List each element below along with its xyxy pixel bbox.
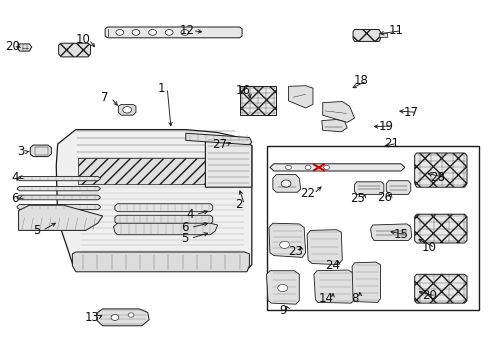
Polygon shape	[268, 223, 305, 257]
Polygon shape	[113, 223, 217, 235]
Polygon shape	[118, 104, 136, 115]
Text: 6: 6	[181, 221, 188, 234]
Text: 18: 18	[353, 75, 367, 87]
Polygon shape	[115, 215, 212, 224]
Text: 10: 10	[421, 241, 436, 254]
Text: 10: 10	[76, 33, 90, 46]
Circle shape	[165, 30, 173, 35]
Text: 20: 20	[421, 289, 436, 302]
Text: 6: 6	[11, 192, 19, 204]
Circle shape	[128, 313, 134, 317]
Circle shape	[116, 30, 123, 35]
Text: 22: 22	[300, 187, 315, 200]
Circle shape	[148, 30, 156, 35]
Text: 27: 27	[212, 138, 227, 151]
Text: 5: 5	[181, 232, 188, 245]
Polygon shape	[313, 270, 354, 303]
Circle shape	[279, 241, 289, 248]
Polygon shape	[414, 153, 466, 187]
Text: 8: 8	[350, 292, 358, 305]
Polygon shape	[370, 224, 411, 240]
Text: 21: 21	[383, 137, 398, 150]
Text: 15: 15	[393, 228, 407, 241]
Text: 9: 9	[278, 304, 286, 317]
Polygon shape	[352, 30, 380, 41]
Text: 1: 1	[157, 82, 165, 95]
Polygon shape	[322, 102, 354, 122]
Bar	[266, 146, 478, 310]
Polygon shape	[17, 186, 100, 191]
Polygon shape	[17, 176, 100, 181]
Polygon shape	[288, 86, 312, 108]
Circle shape	[181, 30, 188, 35]
Text: 24: 24	[325, 259, 339, 272]
Text: 13: 13	[84, 311, 99, 324]
Circle shape	[281, 180, 290, 187]
Polygon shape	[378, 33, 386, 37]
Polygon shape	[414, 274, 466, 303]
Text: 12: 12	[179, 24, 194, 37]
Text: 28: 28	[429, 171, 444, 184]
Circle shape	[285, 165, 291, 170]
Polygon shape	[78, 158, 244, 184]
Text: 7: 7	[101, 91, 109, 104]
Circle shape	[305, 165, 310, 170]
Circle shape	[323, 165, 329, 170]
Text: 4: 4	[11, 171, 19, 184]
Polygon shape	[351, 262, 380, 302]
Polygon shape	[306, 230, 342, 265]
Polygon shape	[354, 182, 383, 194]
Circle shape	[277, 284, 287, 292]
Text: 3: 3	[17, 145, 24, 158]
Text: 11: 11	[388, 24, 403, 37]
Polygon shape	[19, 205, 102, 230]
Text: 19: 19	[378, 120, 393, 132]
Circle shape	[132, 30, 140, 35]
Text: 26: 26	[376, 191, 391, 204]
Polygon shape	[17, 44, 32, 51]
Text: 23: 23	[288, 245, 303, 258]
Polygon shape	[97, 309, 149, 326]
Polygon shape	[272, 175, 300, 192]
Circle shape	[111, 315, 119, 320]
Text: 2: 2	[234, 198, 242, 211]
Polygon shape	[115, 204, 212, 212]
Polygon shape	[321, 120, 346, 132]
Text: 17: 17	[403, 106, 417, 119]
Polygon shape	[17, 195, 100, 200]
Polygon shape	[30, 145, 51, 157]
Polygon shape	[17, 204, 100, 210]
Text: 14: 14	[319, 292, 333, 305]
Circle shape	[122, 107, 131, 113]
Polygon shape	[414, 214, 466, 243]
Polygon shape	[59, 43, 90, 57]
Text: 25: 25	[350, 192, 365, 205]
Text: 5: 5	[33, 224, 41, 237]
Polygon shape	[266, 271, 299, 304]
Polygon shape	[72, 252, 249, 272]
Polygon shape	[269, 164, 404, 171]
Text: 20: 20	[5, 40, 20, 53]
Polygon shape	[185, 133, 251, 145]
Polygon shape	[56, 130, 251, 270]
Polygon shape	[386, 181, 410, 194]
Polygon shape	[205, 138, 251, 187]
Text: 4: 4	[185, 208, 193, 221]
Text: 16: 16	[236, 84, 250, 97]
Polygon shape	[105, 27, 242, 38]
Polygon shape	[239, 86, 276, 115]
